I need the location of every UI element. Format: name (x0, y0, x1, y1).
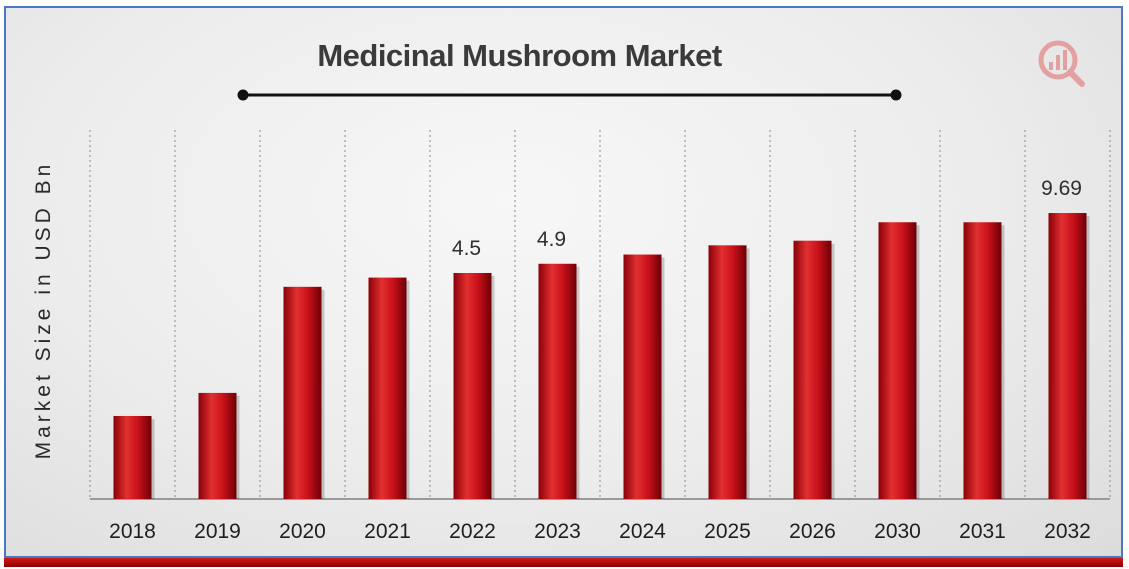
x-tick-label: 2024 (619, 520, 666, 543)
bar-2020 (283, 286, 322, 499)
x-tick-labels: 2018 2019 2020 2021 2022 2023 2024 2025 2026 2030… (109, 520, 1091, 543)
data-labels: 4.5 4.9 9.69 (452, 177, 1082, 260)
bar-shadow (491, 275, 495, 499)
bar-2030 (878, 222, 917, 499)
bar-2019 (198, 392, 237, 499)
x-tick-label: 2019 (194, 520, 241, 543)
bar-2023 (538, 263, 577, 499)
x-tick-label: 2020 (279, 520, 326, 543)
bar-2025 (708, 245, 747, 499)
bottom-accent-strip (4, 558, 1123, 567)
bar-shadow (236, 395, 240, 499)
x-tick-label: 2023 (534, 520, 581, 543)
x-tick-label: 2022 (449, 520, 496, 543)
x-tick-label: 2018 (109, 520, 156, 543)
category-separators (89, 130, 1111, 499)
bar-shadow (661, 257, 665, 499)
bar-shadow (321, 289, 325, 499)
bar-2026 (793, 240, 832, 499)
bar-shadow (746, 248, 750, 499)
x-tick-label: 2021 (364, 520, 411, 543)
bars-group (113, 213, 1090, 499)
x-tick-label: 2031 (959, 520, 1006, 543)
bar-shadow (151, 418, 155, 499)
bar-shadow (831, 243, 835, 499)
bar-2032 (1048, 213, 1087, 499)
bar-shadow (576, 266, 580, 499)
bar-shadow (1086, 216, 1090, 499)
bar-2018 (113, 415, 152, 499)
bar-2024 (623, 254, 662, 499)
bar-2021 (368, 277, 407, 499)
x-tick-label: 2026 (789, 520, 836, 543)
x-tick-label: 2025 (704, 520, 751, 543)
x-tick-label: 2032 (1044, 520, 1091, 543)
data-label: 9.69 (1041, 177, 1082, 200)
bar-shadow (406, 280, 410, 499)
chart-title: Medicinal Mushroom Market (317, 38, 722, 73)
market-research-logo-icon (1038, 40, 1085, 87)
title-underline (237, 89, 902, 101)
data-label: 4.5 (452, 237, 481, 260)
bar-2031 (963, 222, 1002, 499)
data-label: 4.9 (537, 228, 566, 251)
x-tick-label: 2030 (874, 520, 921, 543)
bar-shadow (916, 225, 920, 499)
bar-2022 (453, 272, 492, 499)
bar-shadow (1001, 225, 1005, 499)
